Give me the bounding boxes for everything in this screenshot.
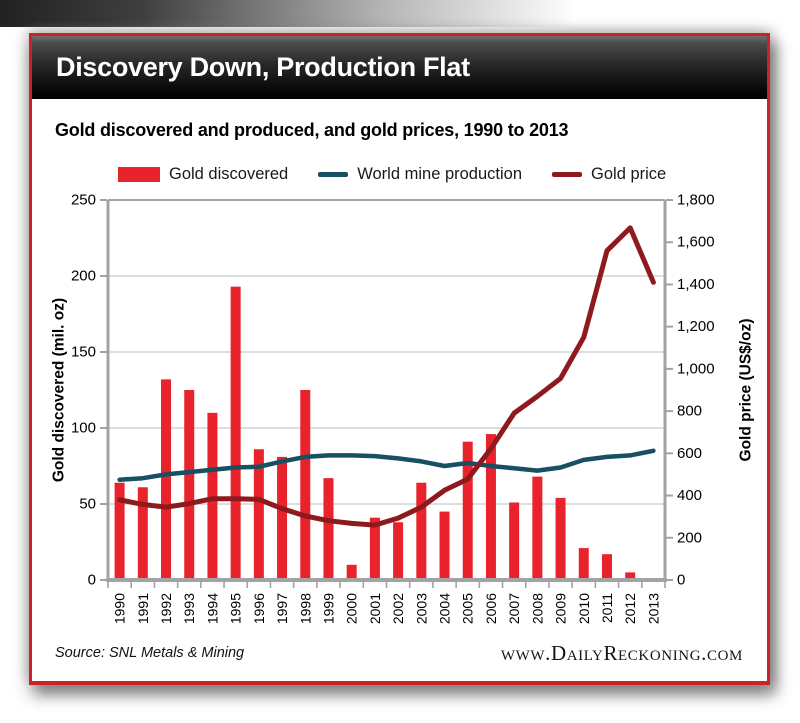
svg-text:2000: 2000 — [344, 593, 360, 624]
axes — [100, 199, 673, 588]
svg-text:2012: 2012 — [622, 593, 638, 624]
legend-item-gold-discovered: Gold discovered — [118, 165, 288, 184]
svg-text:2004: 2004 — [437, 593, 453, 624]
chart-subtitle: Gold discovered and produced, and gold p… — [55, 120, 569, 140]
svg-text:1992: 1992 — [158, 593, 174, 624]
svg-text:200: 200 — [71, 268, 96, 285]
source-credit: Source: SNL Metals & Mining — [55, 645, 245, 661]
svg-text:2003: 2003 — [413, 593, 429, 624]
header-bar: Discovery Down, Production Flat — [32, 36, 767, 99]
svg-text:2013: 2013 — [645, 593, 661, 624]
svg-text:2001: 2001 — [367, 593, 383, 624]
world-mine-production-swatch-icon — [318, 172, 349, 177]
svg-text:2002: 2002 — [390, 593, 406, 624]
gold-discovered-bars — [114, 286, 636, 580]
bar-2000 — [346, 564, 357, 580]
legend: Gold discovered World mine production Go… — [118, 165, 767, 184]
svg-text:1,400: 1,400 — [677, 276, 715, 293]
svg-text:200: 200 — [677, 529, 702, 546]
bar-1991 — [137, 487, 148, 580]
bar-1995 — [230, 286, 241, 580]
bar-1990 — [114, 482, 125, 580]
svg-text:2006: 2006 — [483, 593, 499, 624]
left-axis-title: Gold discovered (mil. oz) — [51, 298, 68, 482]
bar-2007 — [509, 502, 520, 580]
svg-text:50: 50 — [79, 496, 96, 513]
left-axis-tick-labels: 0 50 100 150 200 250 — [71, 192, 96, 589]
x-axis-year-labels: 1990 1991 1992 1993 1994 1995 1996 1997 1998 1999… — [112, 593, 662, 624]
svg-text:1995: 1995 — [228, 593, 244, 624]
gold-price-line — [117, 225, 656, 528]
svg-text:2007: 2007 — [506, 593, 522, 624]
svg-text:1991: 1991 — [135, 593, 151, 624]
bar-2010 — [578, 548, 589, 580]
svg-text:1996: 1996 — [251, 593, 267, 624]
chart-card: Discovery Down, Production Flat Gold dis… — [29, 33, 770, 685]
bar-1999 — [323, 478, 334, 580]
bar-2012 — [625, 572, 636, 580]
svg-text:0: 0 — [677, 572, 685, 589]
svg-text:250: 250 — [71, 192, 96, 209]
svg-text:0: 0 — [88, 572, 96, 589]
bar-2009 — [555, 497, 566, 580]
svg-text:2008: 2008 — [529, 593, 545, 624]
svg-text:1,200: 1,200 — [677, 318, 715, 335]
world-mine-production-line — [117, 448, 656, 482]
bar-2006 — [485, 434, 496, 580]
legend-item-gold-price: Gold price — [552, 165, 666, 184]
axis-titles: Gold discovered (mil. oz) Gold price (US$… — [51, 298, 755, 482]
right-axis-tick-labels: 0 200 400 600 800 1,000 1,200 1,400 1,600 1,800 — [677, 192, 715, 589]
bar-2004 — [439, 511, 450, 580]
right-axis-title: Gold price (US$/oz) — [738, 319, 755, 462]
svg-text:1998: 1998 — [297, 593, 313, 624]
svg-text:1994: 1994 — [204, 593, 220, 624]
bar-2008 — [532, 476, 543, 580]
bar-1993 — [184, 390, 195, 580]
svg-text:2010: 2010 — [576, 593, 592, 624]
legend-item-world-mine-production: World mine production — [318, 165, 522, 184]
bar-1992 — [161, 379, 172, 580]
svg-text:2009: 2009 — [553, 593, 569, 624]
bar-2002 — [393, 522, 404, 580]
bar-2011 — [601, 554, 612, 580]
svg-text:2011: 2011 — [599, 593, 615, 623]
svg-text:400: 400 — [677, 487, 702, 504]
svg-text:150: 150 — [71, 344, 96, 361]
page-top-shadow — [0, 0, 800, 27]
gold-chart: 0 50 100 150 200 250 0 200 400 600 800 1,000 1,200 1,… — [51, 192, 755, 625]
bar-1998 — [300, 390, 311, 580]
svg-text:1993: 1993 — [181, 593, 197, 624]
svg-text:100: 100 — [71, 420, 96, 437]
bar-1997 — [277, 456, 288, 580]
bar-2001 — [369, 517, 380, 580]
legend-label-gold-discovered: Gold discovered — [169, 165, 289, 183]
svg-text:1,600: 1,600 — [677, 234, 715, 251]
bar-2005 — [462, 441, 473, 580]
bar-1996 — [253, 449, 264, 580]
svg-text:1990: 1990 — [112, 593, 128, 624]
svg-text:2005: 2005 — [460, 593, 476, 624]
svg-text:800: 800 — [677, 403, 702, 420]
svg-text:600: 600 — [677, 445, 702, 462]
website-credit: www.DailyReckoning.com — [500, 641, 743, 665]
legend-label-gold-price: Gold price — [591, 165, 667, 183]
bar-2003 — [416, 482, 427, 580]
svg-text:1,800: 1,800 — [677, 192, 715, 209]
legend-label-world-mine-production: World mine production — [357, 165, 523, 183]
svg-text:1,000: 1,000 — [677, 360, 715, 377]
svg-text:1997: 1997 — [274, 593, 290, 624]
page-title: Discovery Down, Production Flat — [56, 52, 470, 82]
svg-text:1999: 1999 — [320, 593, 336, 624]
gold-price-swatch-icon — [552, 172, 583, 177]
gold-discovered-swatch-icon — [118, 167, 160, 182]
